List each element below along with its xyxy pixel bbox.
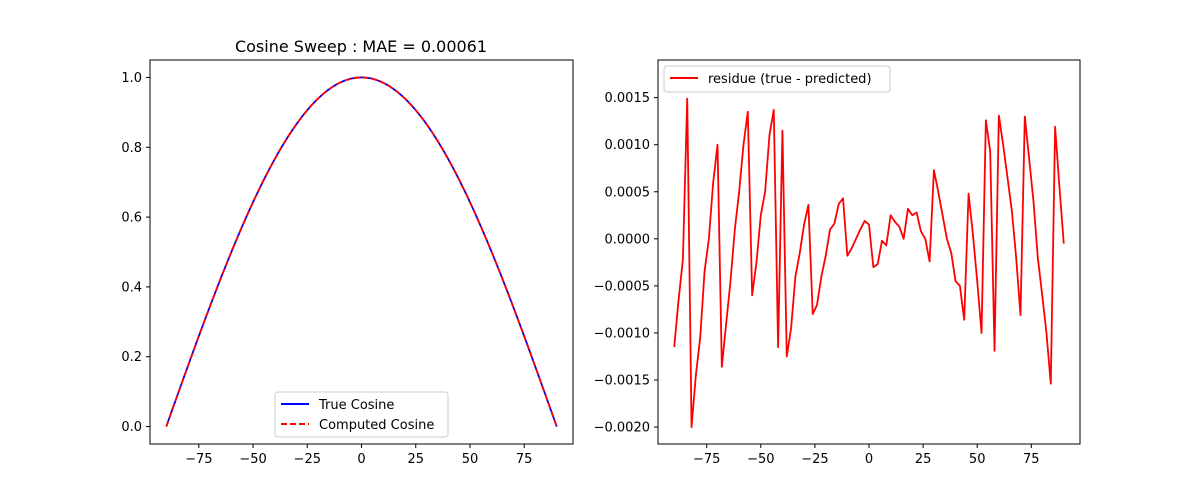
y-tick-label: 0.8 [121,141,142,156]
series-line-true-cosine [165,76,558,427]
x-tick-label: −50 [747,452,774,467]
chart-title: Cosine Sweep : MAE = 0.00061 [235,37,487,56]
x-tick-label: 0 [865,452,873,467]
residue-plot-area [673,97,1065,428]
legend-box [663,65,891,93]
x-tick-label: −75 [693,452,720,467]
x-axis: −75 −50 −25 0 25 50 75 [185,444,532,467]
y-tick-label: −0.0015 [594,374,650,389]
legend-box [274,391,449,438]
legend-residue-label: residue (true - predicted) [708,72,872,87]
x-tick-label: −50 [239,452,266,467]
y-tick-label: 0.0010 [605,138,651,153]
y-tick-label: 0.0005 [605,185,651,200]
x-axis: −75 −50 −25 0 25 50 75 [693,444,1040,467]
x-tick-label: 75 [516,452,533,467]
series-line-computed-cosine [165,76,558,427]
legend: residue (true - predicted) [663,65,891,93]
x-tick-label: 25 [915,452,932,467]
legend-true-cosine-label: True Cosine [318,398,394,413]
series-line-residue-true-predicted [673,97,1065,428]
y-tick-label: 1.0 [121,71,142,86]
x-tick-label: −25 [294,452,321,467]
y-tick-label: 0.2 [121,350,142,365]
cosine-plot-area [165,76,558,427]
y-tick-label: 0.0000 [605,232,651,247]
x-tick-label: 75 [1023,452,1040,467]
residue-chart: −75 −50 −25 0 25 50 75 −0.0020−0.0015−0.0010−0… [594,59,1081,467]
y-tick-label: −0.0005 [594,279,650,294]
x-tick-label: −25 [801,452,828,467]
x-tick-label: 25 [407,452,424,467]
legend: True Cosine Computed Cosine [274,391,449,438]
x-tick-label: 0 [357,452,365,467]
y-axis: −0.0020 −0.0015 −0.0010 −0.0005 0.0000 0.0005… [594,91,658,436]
x-tick-label: −75 [185,452,212,467]
y-tick-label: −0.0020 [594,421,650,436]
cosine-sweep-chart: Cosine Sweep : MAE = 0.00061 −75 −50 −25 0 2… [121,37,574,467]
y-tick-label: 0.6 [121,211,142,226]
y-tick-label: 0.0015 [605,91,651,106]
y-tick-label: −0.0010 [594,326,650,341]
y-tick-label: 0.4 [121,280,142,295]
legend-computed-cosine-label: Computed Cosine [319,418,434,433]
x-tick-label: 50 [969,452,986,467]
axes-frame [149,59,574,445]
y-tick-label: 0.0 [121,420,142,435]
x-tick-label: 50 [462,452,479,467]
y-axis: 0.0 0.2 0.4 0.6 0.8 1.0 [121,71,150,435]
axes-frame [657,59,1081,445]
